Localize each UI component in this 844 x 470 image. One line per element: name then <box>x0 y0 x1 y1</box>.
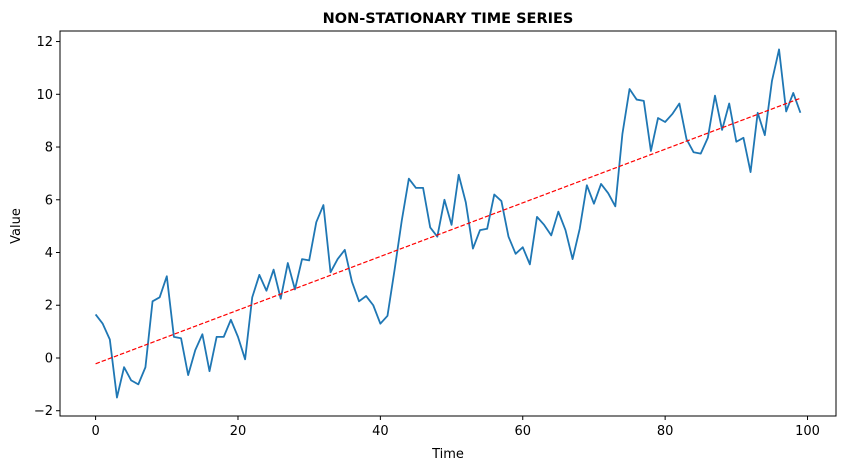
y-tick-label: 10 <box>36 88 53 103</box>
x-tick-label: 0 <box>91 424 99 439</box>
y-tick-label: 6 <box>45 193 53 208</box>
series-line <box>94 48 802 399</box>
chart-title: NON-STATIONARY TIME SERIES <box>323 11 574 27</box>
y-tick-label: −2 <box>34 404 53 419</box>
x-axis-label: Time <box>431 447 464 462</box>
x-tick-label: 100 <box>795 424 820 439</box>
x-tick-label: 20 <box>230 424 247 439</box>
x-tick-label: 80 <box>657 424 674 439</box>
y-tick-label: 2 <box>45 299 53 314</box>
y-tick-label: 12 <box>36 35 53 50</box>
x-axis-ticks: 0 20 40 60 80 100 <box>91 416 820 439</box>
plot-background <box>60 31 836 416</box>
trend-line <box>95 97 801 365</box>
y-axis-label: Value <box>9 208 24 244</box>
x-tick-label: 40 <box>372 424 389 439</box>
plot-content <box>94 48 802 399</box>
y-tick-label: 4 <box>45 246 53 261</box>
y-tick-label: 0 <box>45 351 53 366</box>
y-axis-ticks: −2 0 2 4 6 8 10 12 <box>34 35 60 419</box>
y-tick-label: 8 <box>45 141 53 156</box>
plot-frame <box>59 30 837 417</box>
x-tick-label: 60 <box>514 424 531 439</box>
